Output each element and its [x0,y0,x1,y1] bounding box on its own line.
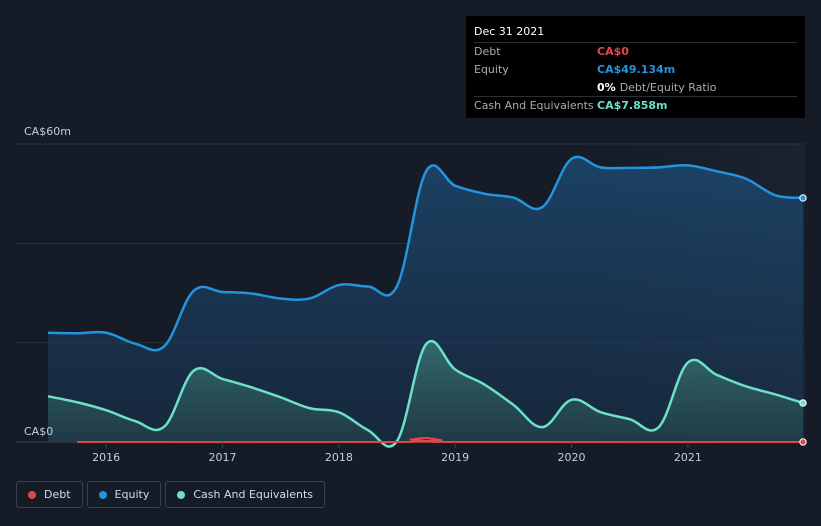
tooltip-ratio-row: 0% Debt/Equity Ratio [474,78,797,96]
tooltip-cash-label: Cash And Equivalents [474,99,594,112]
equity-end-point[interactable] [799,194,807,202]
debt-dot-icon [28,490,36,499]
x-axis-ticks: 2016 2017 2018 2019 2020 2021 [92,442,702,464]
cash-and-equivalents-line [47,340,804,448]
legend-item-cash[interactable]: Cash And Equivalents [165,481,325,508]
tooltip-equity-row: Equity CA$49.134m [474,60,797,78]
tooltip-debt-row: Debt CA$0 [474,42,797,60]
debt-end-point[interactable] [799,438,807,446]
y-axis-top-label: CA$60m [24,125,71,138]
legend-item-equity[interactable]: Equity [86,481,162,508]
y-axis-bottom-label: CA$0 [24,425,53,438]
equity-area [48,156,803,442]
data-tooltip: Dec 31 2021 Debt CA$0 Equity CA$49.134m … [466,16,805,118]
x-tick-label: 2020 [557,451,585,464]
tooltip-cash-value: CA$7.858m [597,99,668,112]
tooltip-ratio-label: Debt/Equity Ratio [619,81,717,94]
x-tick-label: 2018 [325,451,353,464]
tooltip-cash-row: Cash And Equivalents CA$7.858m [474,96,797,114]
equity-line [47,155,804,352]
equity-dot-icon [98,490,107,499]
tooltip-equity-label: Equity [474,63,509,76]
tooltip-equity-value: CA$49.134m [597,63,676,76]
legend-debt-label: Debt [44,488,71,501]
x-tick-label: 2021 [674,451,702,464]
series-lines [47,155,807,448]
cash-and-equivalents-area [48,341,803,447]
x-tick-label: 2019 [441,451,469,464]
legend-equity-label: Equity [114,488,150,501]
legend-cash-label: Cash And Equivalents [193,488,313,501]
chart-legend: Debt Equity Cash And Equivalents [16,481,325,508]
x-tick-label: 2017 [208,451,236,464]
x-tick-label: 2016 [92,451,120,464]
tooltip-ratio-value: 0% [597,81,616,94]
series-areas [48,156,803,447]
cash-dot-icon [177,490,186,499]
debt-line [77,437,804,444]
tooltip-debt-value: CA$0 [597,45,629,58]
cash-and-equivalents-end-point[interactable] [799,399,807,407]
legend-item-debt[interactable]: Debt [16,481,83,508]
tooltip-debt-label: Debt [474,45,501,58]
tooltip-date: Dec 31 2021 [474,25,545,38]
